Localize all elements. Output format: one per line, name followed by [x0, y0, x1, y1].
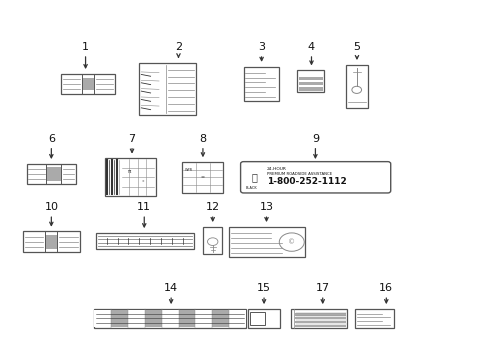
Bar	[297, 70, 324, 92]
Text: 6: 6	[48, 134, 55, 144]
Bar	[61, 74, 115, 94]
Bar	[298, 77, 322, 80]
Text: 16: 16	[379, 283, 392, 293]
Bar	[212, 310, 229, 327]
Bar	[250, 312, 264, 325]
Text: WPR: WPR	[184, 168, 193, 172]
Text: 5: 5	[353, 42, 360, 52]
Text: 9: 9	[311, 134, 318, 144]
Bar	[111, 310, 128, 327]
Bar	[162, 310, 178, 327]
Text: 10: 10	[44, 202, 58, 212]
Text: 3: 3	[258, 42, 264, 52]
Text: 12: 12	[205, 202, 219, 212]
Text: 24-HOUR: 24-HOUR	[266, 167, 286, 171]
Bar	[295, 313, 346, 316]
Bar	[195, 310, 212, 327]
Bar	[27, 164, 76, 184]
Bar	[290, 309, 346, 328]
Text: 17: 17	[315, 283, 329, 293]
Bar	[203, 227, 222, 254]
Text: 1: 1	[82, 42, 89, 52]
Bar	[94, 309, 245, 328]
Text: 4: 4	[307, 42, 314, 52]
Text: 13: 13	[259, 202, 273, 212]
Bar	[182, 162, 223, 193]
Text: 11: 11	[137, 202, 151, 212]
Text: Ⓑ: Ⓑ	[251, 172, 257, 182]
Bar	[45, 235, 57, 249]
Text: 8: 8	[199, 134, 206, 144]
Bar	[128, 310, 144, 327]
Text: °: °	[142, 180, 144, 185]
Bar	[96, 233, 193, 249]
Bar	[345, 65, 367, 108]
Bar	[295, 317, 346, 319]
Bar	[81, 78, 94, 90]
Bar	[139, 63, 195, 115]
Bar	[105, 158, 156, 196]
Text: =: =	[200, 175, 204, 180]
Text: 15: 15	[257, 283, 270, 293]
Bar	[298, 87, 322, 91]
Bar	[354, 309, 393, 328]
Bar	[23, 231, 80, 252]
Bar	[295, 324, 346, 327]
Bar	[229, 310, 245, 327]
Bar	[94, 310, 111, 327]
Bar	[144, 310, 162, 327]
Text: π: π	[127, 169, 131, 174]
Bar	[295, 321, 346, 323]
Text: 14: 14	[164, 283, 178, 293]
Bar	[228, 227, 304, 257]
Bar	[178, 310, 195, 327]
Text: PREMIUM ROADSIDE ASSISTANCE: PREMIUM ROADSIDE ASSISTANCE	[266, 172, 331, 176]
Text: ©: ©	[287, 239, 295, 245]
Bar	[298, 82, 322, 85]
Text: 1-800-252-1112: 1-800-252-1112	[266, 177, 346, 186]
Bar	[243, 67, 278, 101]
Text: 2: 2	[175, 42, 182, 52]
Text: 7: 7	[128, 134, 135, 144]
Bar	[248, 309, 280, 328]
Bar	[46, 167, 61, 181]
Text: BLACK: BLACK	[245, 185, 257, 190]
